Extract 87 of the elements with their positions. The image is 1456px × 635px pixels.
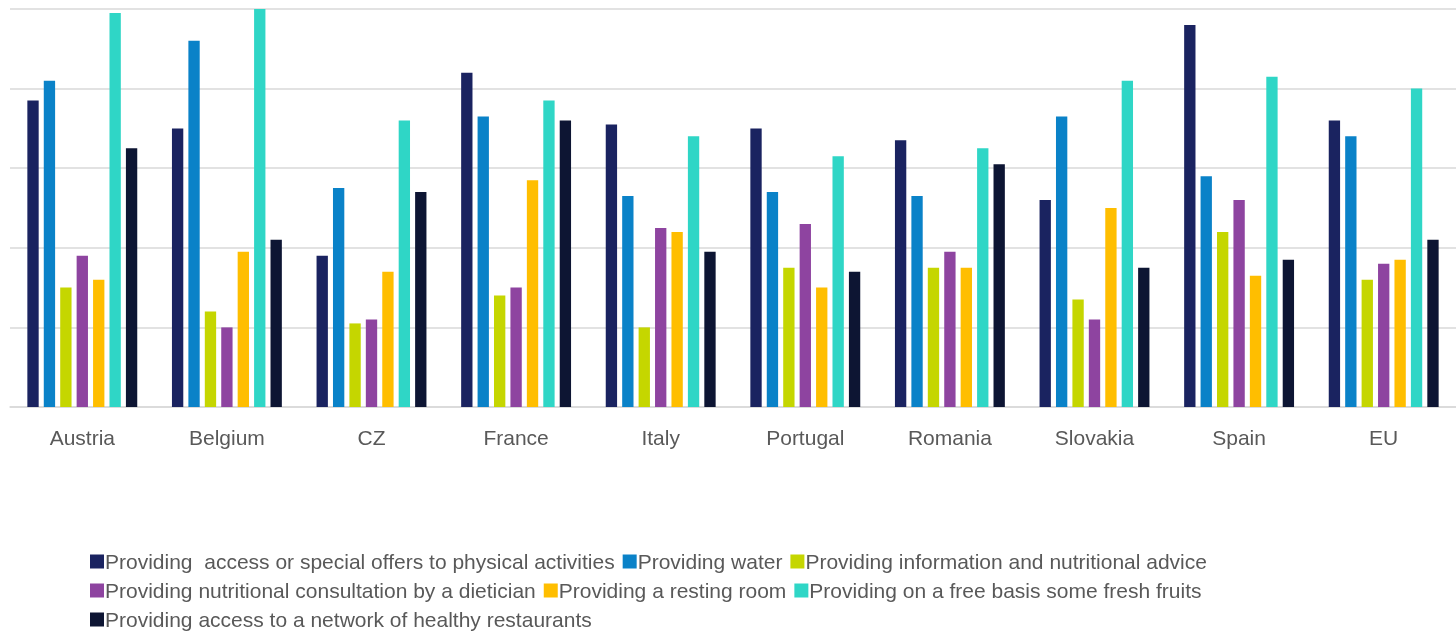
bar (911, 196, 923, 407)
x-tick-label: Austria (49, 426, 116, 449)
bar (76, 255, 88, 407)
bar (655, 227, 667, 407)
bar (783, 267, 795, 407)
bar (605, 124, 618, 407)
bar (1184, 24, 1196, 407)
legend-label: Providing on a free basis some fresh fruits (809, 579, 1202, 602)
bar (171, 128, 184, 407)
bar (944, 251, 956, 407)
x-tick-label: Italy (641, 426, 681, 449)
bar (1394, 259, 1406, 407)
bar (60, 287, 72, 407)
bar (750, 128, 762, 407)
bar (1282, 259, 1295, 407)
bar (109, 12, 121, 407)
bar (1266, 76, 1278, 407)
bar (526, 180, 539, 407)
x-tick-label: Romania (907, 426, 993, 449)
bar (1088, 319, 1101, 407)
bar (1410, 88, 1423, 407)
bar (622, 196, 634, 407)
bar (638, 327, 650, 407)
bar (270, 239, 282, 407)
bar (687, 136, 700, 407)
bar (125, 148, 138, 407)
bar (960, 267, 972, 407)
x-tick-label: Belgium (188, 426, 265, 449)
bar (832, 156, 844, 407)
bar (204, 311, 217, 407)
bar (1217, 231, 1229, 407)
x-tick-label: Spain (1212, 426, 1266, 449)
bar (1361, 279, 1373, 407)
bar (1039, 200, 1051, 407)
bar (766, 192, 779, 407)
bar (254, 9, 266, 407)
bar (1072, 299, 1084, 407)
bar (927, 267, 940, 407)
x-tick-label: Slovakia (1054, 426, 1135, 449)
legend-label: Providing a resting room (558, 579, 787, 602)
bar (1427, 239, 1439, 407)
bar (1200, 176, 1212, 407)
bar (415, 192, 427, 407)
bar (1233, 200, 1245, 407)
legend-label: Providing access or special offers to physical activities (105, 550, 615, 573)
bar (43, 80, 56, 407)
bar (848, 271, 861, 407)
bar (799, 223, 811, 407)
bar (704, 251, 716, 407)
bar (398, 120, 411, 407)
bar (188, 40, 200, 407)
bar (382, 271, 394, 407)
bar (365, 319, 378, 407)
bar (461, 72, 473, 407)
bar (1055, 116, 1068, 407)
bar (221, 327, 233, 407)
bar (1249, 275, 1262, 407)
bar (1138, 267, 1150, 407)
bar (894, 140, 907, 407)
bar (559, 120, 572, 407)
bar (332, 188, 345, 407)
bar (1105, 208, 1117, 407)
bar (494, 295, 506, 407)
x-tick-label: EU (1369, 426, 1399, 449)
legend-label: Providing access to a network of healthy restaurants (105, 608, 592, 631)
bar (1121, 80, 1134, 407)
bar (816, 287, 828, 407)
bar (1378, 263, 1390, 407)
x-tick-label: France (483, 426, 549, 449)
bar (510, 287, 522, 407)
bar (93, 279, 105, 407)
legend-label: Providing water (637, 550, 783, 573)
bar (1328, 120, 1341, 407)
bar (671, 231, 683, 407)
bar (993, 164, 1005, 407)
bar (543, 100, 555, 407)
bar (977, 148, 989, 407)
legend-label: Providing information and nutritional advice (805, 550, 1207, 573)
bar (316, 255, 328, 407)
legend-label: Providing nutritional consultation by a dietician (105, 579, 536, 602)
bar (237, 251, 249, 407)
x-tick-label: Portugal (766, 426, 845, 449)
bar (349, 323, 361, 407)
bar (1345, 136, 1357, 407)
bar (477, 116, 489, 407)
x-tick-label: CZ (357, 426, 386, 449)
bar (27, 100, 39, 407)
